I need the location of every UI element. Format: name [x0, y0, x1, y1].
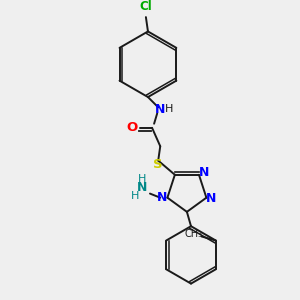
Text: Cl: Cl	[140, 0, 152, 13]
Text: H: H	[138, 174, 146, 184]
Text: N: N	[157, 191, 167, 204]
Text: H: H	[130, 190, 139, 201]
Text: CH₃: CH₃	[184, 230, 202, 239]
Text: N: N	[155, 103, 165, 116]
Text: S: S	[153, 158, 163, 171]
Text: N: N	[136, 181, 147, 194]
Text: H: H	[165, 104, 174, 114]
Text: N: N	[206, 192, 217, 205]
Text: O: O	[126, 121, 137, 134]
Text: N: N	[199, 166, 209, 179]
